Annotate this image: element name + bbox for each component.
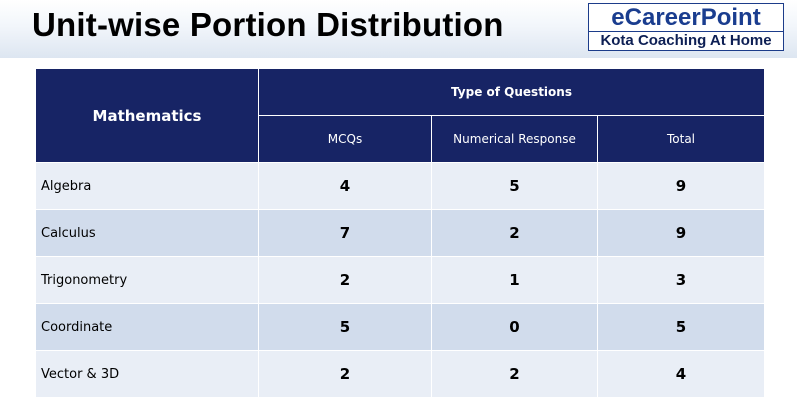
table-row: Vector & 3D 2 2 4 xyxy=(35,350,766,398)
mcq-count: 2 xyxy=(258,256,432,304)
total-count: 4 xyxy=(596,350,766,398)
logo-tagline: Kota Coaching At Home xyxy=(589,31,783,50)
mcq-count: 5 xyxy=(258,303,432,351)
unit-name: Coordinate xyxy=(35,303,259,351)
table-row: Coordinate 5 0 5 xyxy=(35,303,766,351)
total-count: 9 xyxy=(596,209,766,257)
unit-name: Calculus xyxy=(35,209,259,257)
column-header-mcqs: MCQs xyxy=(258,115,432,163)
mcq-count: 4 xyxy=(258,162,432,210)
unit-name: Vector & 3D xyxy=(35,350,259,398)
total-count: 5 xyxy=(596,303,766,351)
mcq-count: 2 xyxy=(258,350,432,398)
numerical-count: 2 xyxy=(431,350,598,398)
column-header-total: Total xyxy=(596,115,766,163)
table-row: Trigonometry 2 1 3 xyxy=(35,256,766,304)
numerical-count: 2 xyxy=(431,209,598,257)
brand-logo: eCareerPoint Kota Coaching At Home xyxy=(588,3,784,51)
page-title: Unit-wise Portion Distribution xyxy=(32,6,504,43)
numerical-count: 5 xyxy=(431,162,598,210)
distribution-table: Mathematics Type of Questions MCQs Numer… xyxy=(35,68,766,398)
table-row: Calculus 7 2 9 xyxy=(35,209,766,257)
subject-header: Mathematics xyxy=(35,68,259,163)
table-row: Algebra 4 5 9 xyxy=(35,162,766,210)
logo-name: eCareerPoint xyxy=(611,4,761,31)
unit-name: Algebra xyxy=(35,162,259,210)
column-header-numerical: Numerical Response xyxy=(431,115,598,163)
total-count: 9 xyxy=(596,162,766,210)
unit-name: Trigonometry xyxy=(35,256,259,304)
numerical-count: 0 xyxy=(431,303,598,351)
numerical-count: 1 xyxy=(431,256,598,304)
total-count: 3 xyxy=(596,256,766,304)
mcq-count: 7 xyxy=(258,209,432,257)
question-type-header: Type of Questions xyxy=(257,68,766,116)
